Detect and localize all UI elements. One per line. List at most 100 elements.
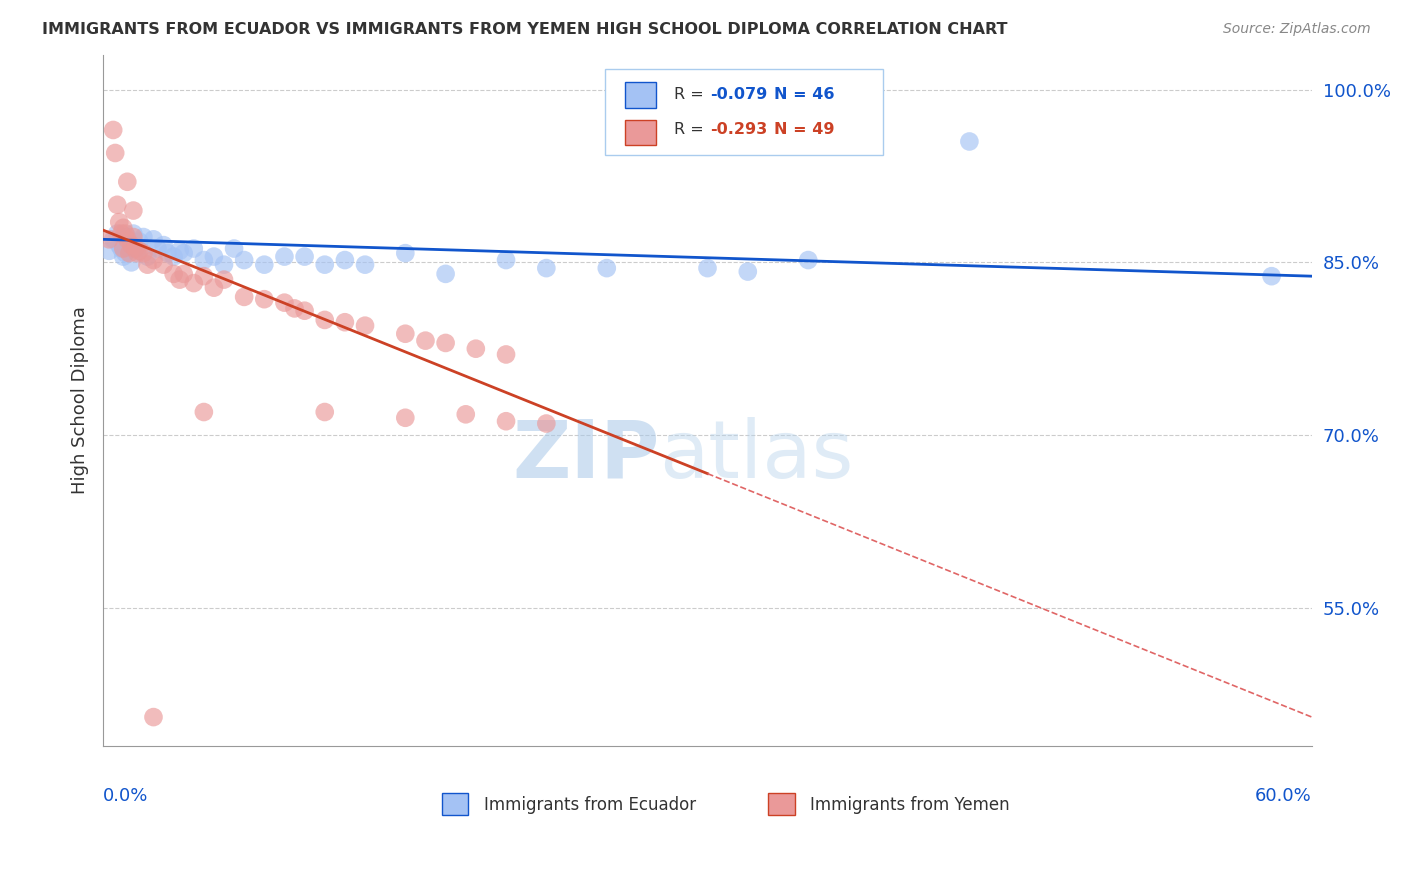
Bar (768, 793, 794, 815)
Point (122, 227, 145, 241)
Point (127, 242, 149, 256)
Point (696, 261, 718, 276)
Point (202, 250, 225, 264)
Point (169, 272, 191, 286)
Point (212, 258, 235, 272)
Point (737, 264, 759, 278)
Point (114, 246, 136, 260)
Point (495, 347, 517, 361)
Point (596, 261, 619, 276)
Point (434, 335, 457, 350)
Point (104, 146, 127, 161)
Point (354, 318, 377, 333)
Point (105, 198, 128, 212)
Point (117, 232, 139, 246)
Point (103, 232, 125, 246)
Point (112, 242, 135, 256)
Point (152, 238, 174, 252)
Point (110, 227, 132, 241)
Point (127, 246, 149, 260)
Point (314, 258, 336, 272)
Point (120, 255, 142, 269)
Point (193, 269, 215, 284)
Point (117, 230, 139, 244)
Point (464, 342, 486, 356)
Point (108, 215, 131, 229)
Point (98, 244, 121, 258)
Text: N = 49: N = 49 (773, 122, 835, 137)
Point (253, 292, 276, 306)
Point (394, 246, 416, 260)
Point (1260, 269, 1282, 284)
Point (156, 246, 179, 260)
Point (152, 258, 174, 272)
Point (273, 295, 295, 310)
Point (294, 303, 316, 318)
Point (415, 334, 437, 348)
Point (536, 261, 558, 276)
Point (142, 232, 165, 246)
Point (128, 235, 150, 249)
Point (394, 410, 416, 425)
Point (294, 250, 316, 264)
Point (146, 242, 169, 256)
Point (169, 244, 191, 258)
Text: R =: R = (673, 122, 709, 137)
Point (193, 405, 215, 419)
Point (495, 253, 517, 268)
Point (136, 258, 159, 272)
Point (202, 281, 225, 295)
Point (434, 267, 457, 281)
Point (333, 253, 356, 268)
Y-axis label: High School Diploma: High School Diploma (72, 307, 89, 494)
Point (132, 230, 155, 244)
Text: atlas: atlas (659, 417, 853, 495)
Point (118, 246, 141, 260)
Text: -0.293: -0.293 (710, 122, 768, 137)
Point (117, 175, 139, 189)
Point (114, 227, 136, 241)
Bar (441, 793, 468, 815)
Point (124, 238, 146, 252)
Point (314, 405, 336, 419)
Text: Immigrants from Yemen: Immigrants from Yemen (810, 796, 1010, 814)
Text: -0.079: -0.079 (710, 87, 768, 103)
Point (957, 135, 980, 149)
Point (128, 244, 150, 258)
Text: 60.0%: 60.0% (1256, 788, 1312, 805)
Point (112, 250, 135, 264)
Point (112, 232, 135, 246)
Point (122, 230, 145, 244)
Point (118, 240, 141, 254)
FancyBboxPatch shape (605, 69, 883, 155)
Point (394, 326, 416, 341)
Point (122, 203, 145, 218)
Point (136, 250, 159, 264)
Point (162, 250, 184, 264)
Point (173, 246, 195, 260)
Point (354, 258, 377, 272)
Text: ZIP: ZIP (512, 417, 659, 495)
Point (105, 227, 128, 241)
Text: 0.0%: 0.0% (103, 788, 149, 805)
Point (233, 253, 256, 268)
Point (333, 315, 356, 329)
Point (110, 242, 132, 256)
Text: Source: ZipAtlas.com: Source: ZipAtlas.com (1223, 22, 1371, 37)
Point (283, 301, 305, 316)
Point (108, 238, 131, 252)
Bar (626, 82, 655, 108)
Text: Immigrants from Ecuador: Immigrants from Ecuador (484, 796, 696, 814)
Text: IMMIGRANTS FROM ECUADOR VS IMMIGRANTS FROM YEMEN HIGH SCHOOL DIPLOMA CORRELATION: IMMIGRANTS FROM ECUADOR VS IMMIGRANTS FR… (42, 22, 1008, 37)
Point (222, 242, 245, 256)
Bar (626, 120, 655, 145)
Point (233, 290, 256, 304)
Point (173, 267, 195, 281)
Point (536, 417, 558, 431)
Text: N = 46: N = 46 (773, 87, 835, 103)
Point (98, 232, 121, 246)
Point (495, 414, 517, 428)
Point (273, 250, 295, 264)
Point (314, 313, 336, 327)
Point (212, 272, 235, 286)
